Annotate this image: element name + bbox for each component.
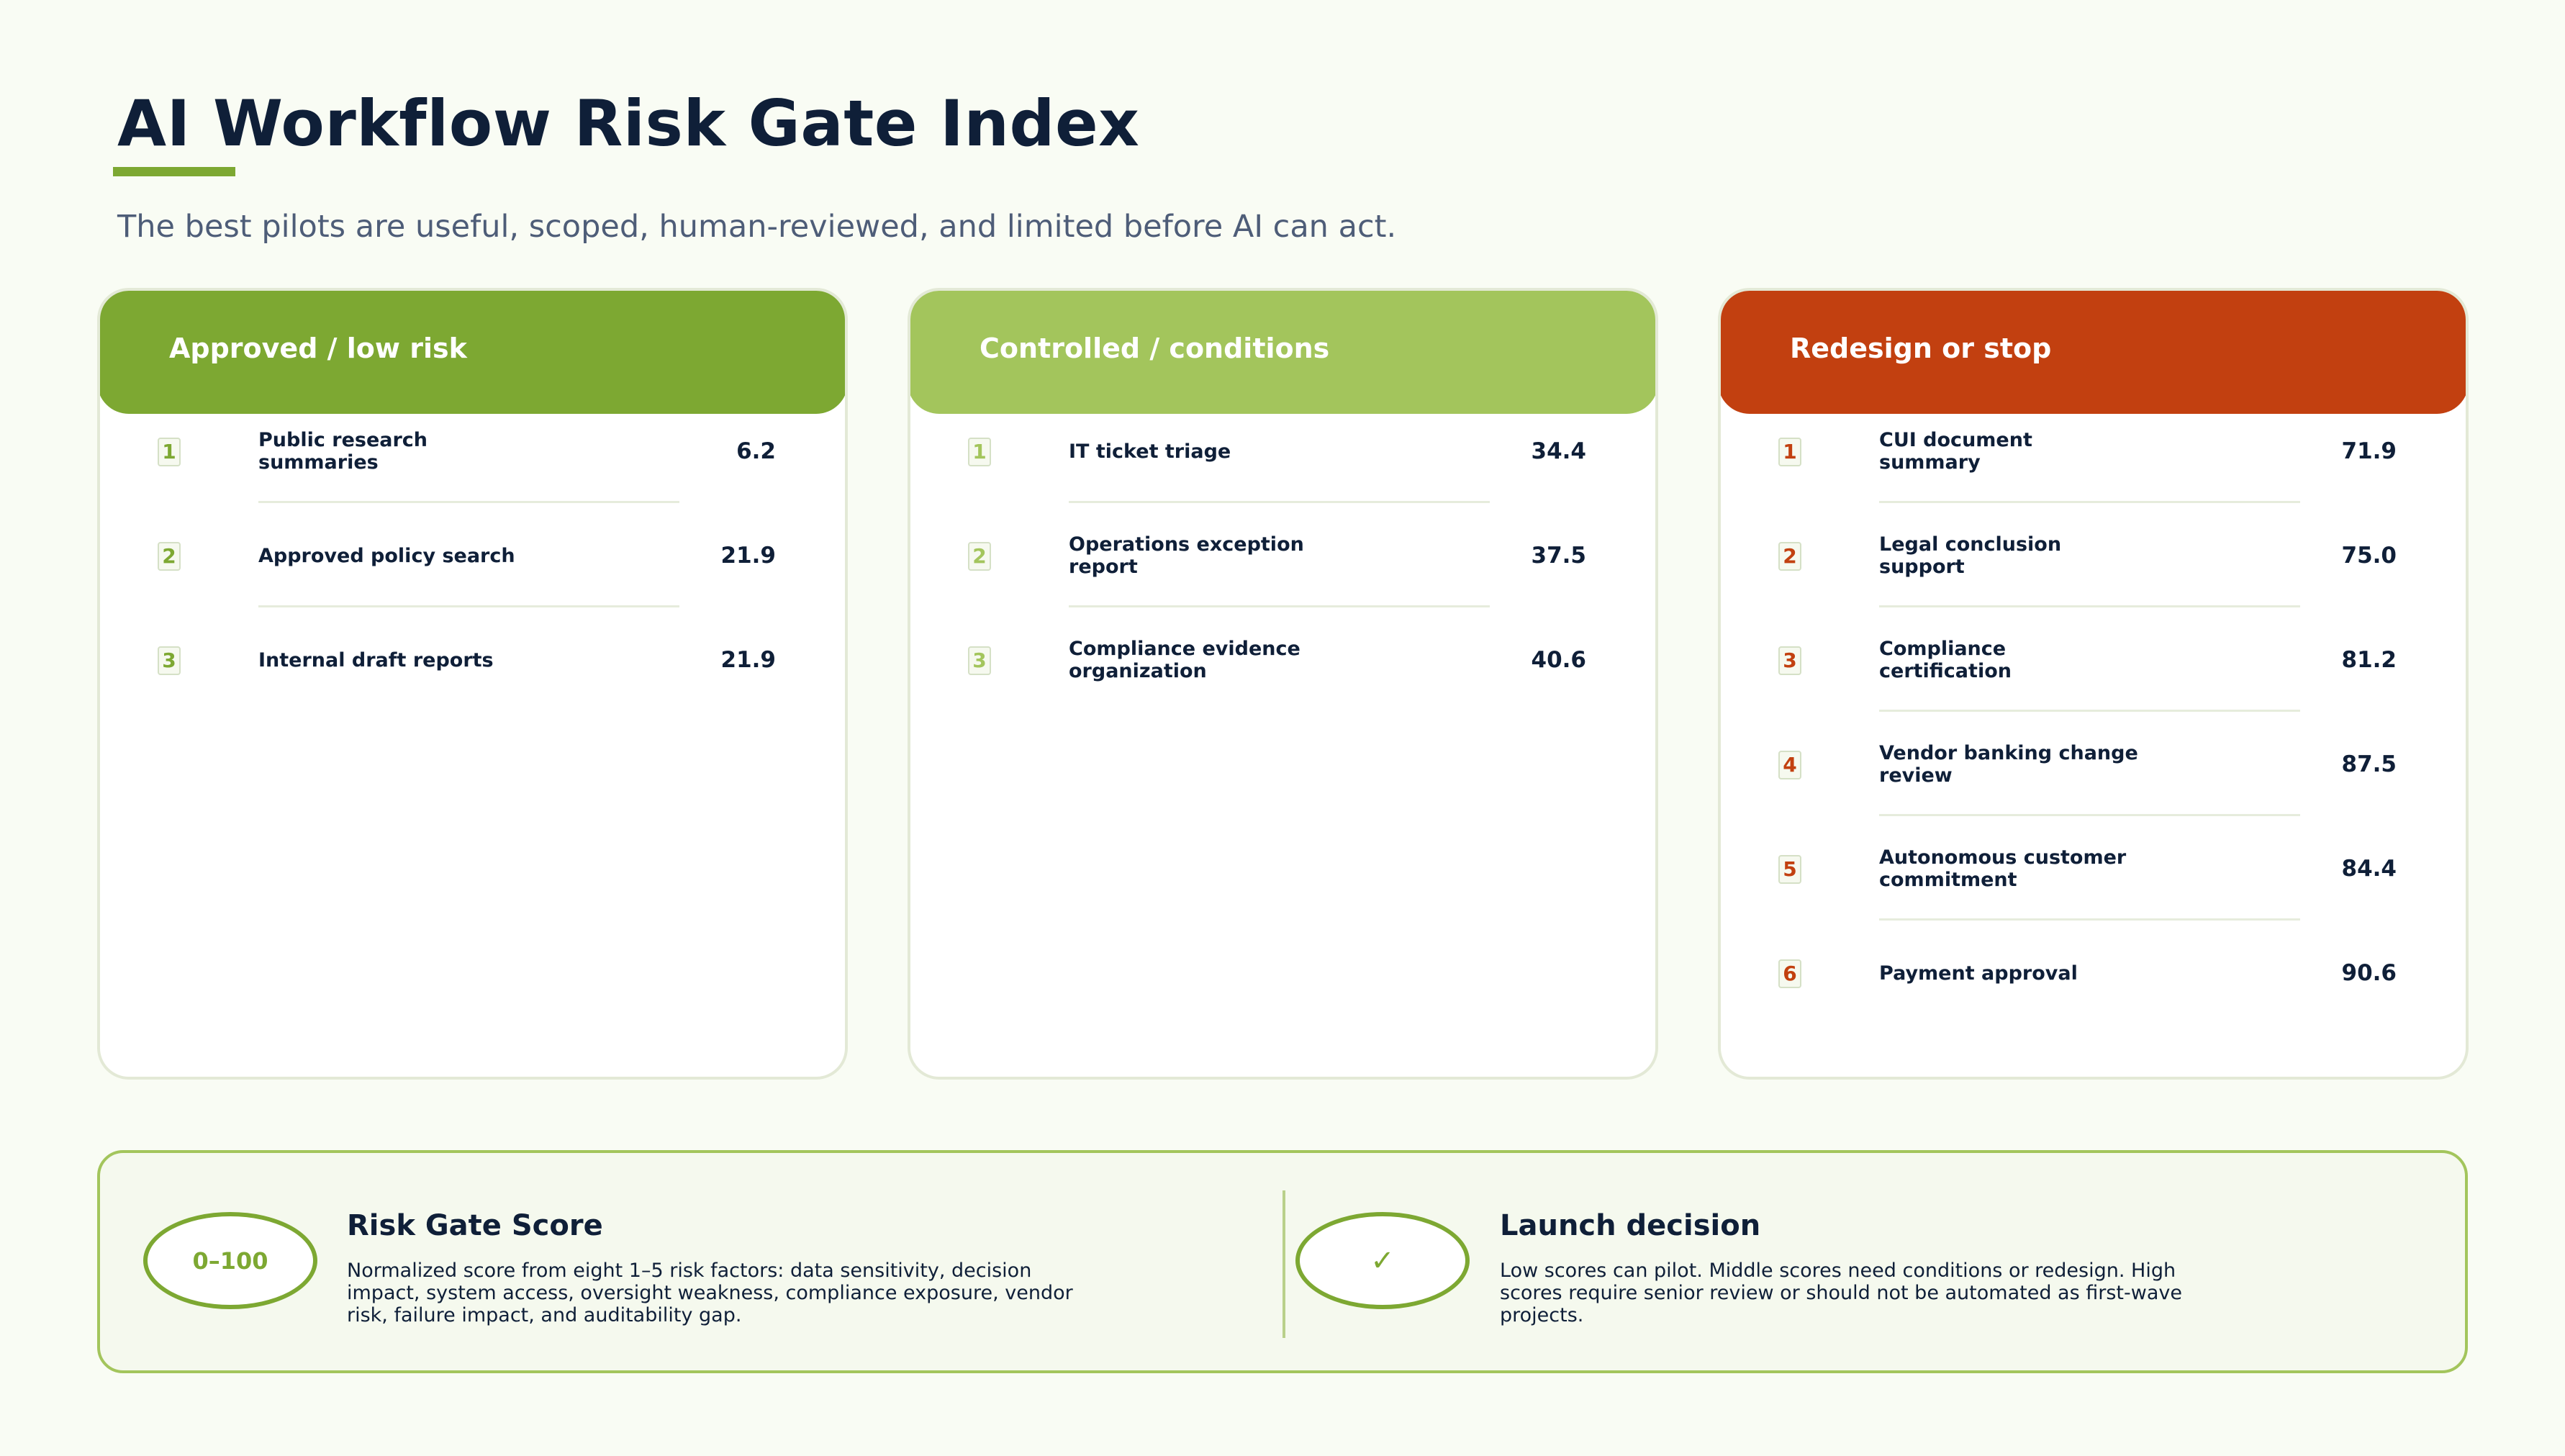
list-item: 4 Vendor banking change review 87.5 — [1721, 727, 2466, 831]
column-header-label: Controlled / conditions — [980, 333, 1330, 364]
list-item: 1 Public research summaries 6.2 — [100, 414, 845, 518]
item-name: Public research summaries — [258, 429, 428, 474]
list-item: 2 Operations exception report 37.5 — [910, 518, 1655, 623]
column-header-label: Redesign or stop — [1790, 333, 2052, 364]
item-score: 81.2 — [2341, 647, 2397, 673]
item-name: Approved policy search — [258, 544, 515, 567]
score-range-badge: 0–100 — [143, 1212, 317, 1309]
row-divider — [258, 605, 679, 607]
item-name: Internal draft reports — [258, 648, 494, 672]
item-score: 71.9 — [2341, 438, 2397, 464]
row-divider — [1879, 918, 2300, 921]
rank-badge: 3 — [968, 646, 991, 675]
item-name: Legal conclusion support — [1879, 533, 2062, 578]
check-icon: ✓ — [1295, 1212, 1470, 1309]
item-score: 87.5 — [2341, 751, 2397, 777]
rank-badge: 2 — [158, 542, 181, 571]
list-item: 5 Autonomous customer commitment 84.4 — [1721, 831, 2466, 936]
rank-badge: 1 — [158, 438, 181, 466]
item-score: 37.5 — [1531, 543, 1587, 569]
item-name: Operations exception report — [1069, 533, 1304, 578]
row-divider — [1879, 814, 2300, 816]
item-name: Autonomous customer commitment — [1879, 846, 2127, 891]
rank-badge: 1 — [1778, 438, 1801, 466]
list-item: 1 IT ticket triage 34.4 — [910, 414, 1655, 518]
item-name: Compliance certification — [1879, 638, 2012, 682]
title-underline — [113, 167, 235, 176]
item-score: 34.4 — [1531, 438, 1587, 464]
list-item: 6 Payment approval 90.6 — [1721, 936, 2466, 1040]
launch-decision-title: Launch decision — [1500, 1209, 1761, 1242]
item-name: Compliance evidence organization — [1069, 638, 1300, 682]
item-name: IT ticket triage — [1069, 440, 1231, 463]
list-item: 3 Compliance certification 81.2 — [1721, 623, 2466, 727]
item-score: 40.6 — [1531, 647, 1587, 673]
item-score: 21.9 — [720, 647, 777, 673]
rank-badge: 3 — [158, 646, 181, 675]
launch-decision-description: Low scores can pilot. Middle scores need… — [1500, 1260, 2182, 1326]
item-score: 90.6 — [2341, 960, 2397, 986]
list-item: 2 Legal conclusion support 75.0 — [1721, 518, 2466, 623]
column-approved: Approved / low risk 1 Public research su… — [97, 288, 848, 1080]
item-score: 84.4 — [2341, 856, 2397, 882]
item-score: 75.0 — [2341, 543, 2397, 569]
row-divider — [1879, 605, 2300, 607]
column-header: Controlled / conditions — [910, 291, 1655, 414]
column-controlled: Controlled / conditions 1 IT ticket tria… — [908, 288, 1658, 1080]
footer-divider — [1282, 1190, 1285, 1338]
column-header: Redesign or stop — [1721, 291, 2466, 414]
row-divider — [258, 501, 679, 503]
list-item: 2 Approved policy search 21.9 — [100, 518, 845, 623]
item-name: Payment approval — [1879, 962, 2078, 985]
rank-badge: 2 — [968, 542, 991, 571]
rank-badge: 3 — [1778, 646, 1801, 675]
row-divider — [1879, 501, 2300, 503]
item-score: 21.9 — [720, 543, 777, 569]
list-item: 3 Compliance evidence organization 40.6 — [910, 623, 1655, 727]
rank-badge: 2 — [1778, 542, 1801, 571]
risk-gate-score-title: Risk Gate Score — [347, 1209, 603, 1242]
rank-badge: 6 — [1778, 959, 1801, 988]
rank-badge: 1 — [968, 438, 991, 466]
list-item: 3 Internal draft reports 21.9 — [100, 623, 845, 727]
item-score: 6.2 — [736, 438, 776, 464]
column-header-label: Approved / low risk — [169, 333, 467, 364]
page-subtitle: The best pilots are useful, scoped, huma… — [117, 209, 1397, 245]
item-name: CUI document summary — [1879, 429, 2032, 474]
rank-badge: 4 — [1778, 751, 1801, 779]
rank-badge: 5 — [1778, 855, 1801, 884]
row-divider — [1879, 710, 2300, 712]
column-header: Approved / low risk — [100, 291, 845, 414]
row-divider — [1069, 501, 1490, 503]
column-redesign: Redesign or stop 1 CUI document summary … — [1718, 288, 2469, 1080]
item-name: Vendor banking change review — [1879, 742, 2138, 787]
row-divider — [1069, 605, 1490, 607]
page-title: AI Workflow Risk Gate Index — [117, 86, 1140, 160]
footer-legend: 0–100 Risk Gate Score Normalized score f… — [97, 1150, 2468, 1373]
risk-gate-score-description: Normalized score from eight 1–5 risk fac… — [347, 1260, 1073, 1326]
list-item: 1 CUI document summary 71.9 — [1721, 414, 2466, 518]
